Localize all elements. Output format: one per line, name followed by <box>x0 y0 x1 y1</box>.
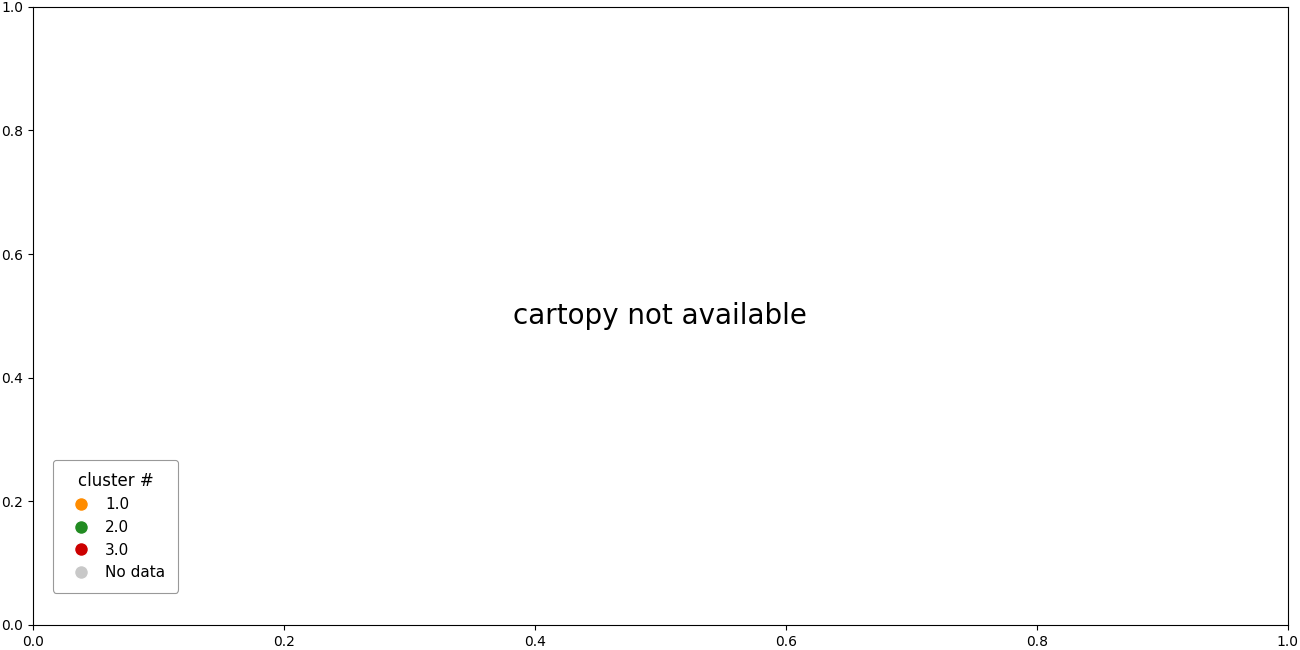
Text: cartopy not available: cartopy not available <box>514 302 807 330</box>
Legend: 1.0, 2.0, 3.0, No data: 1.0, 2.0, 3.0, No data <box>53 460 178 593</box>
